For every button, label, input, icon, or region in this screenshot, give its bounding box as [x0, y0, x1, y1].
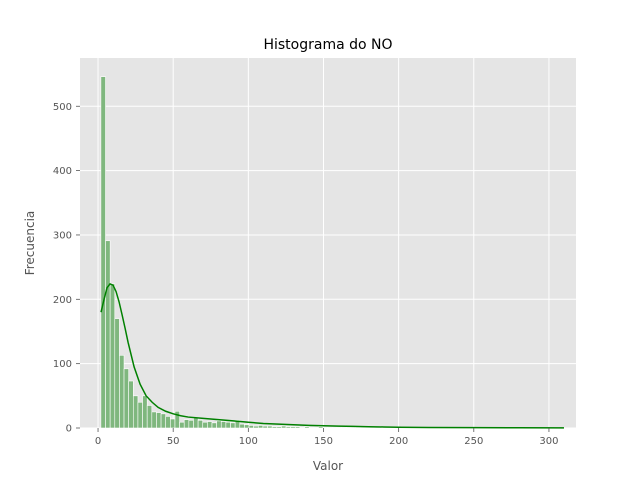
histogram-bar [100, 76, 106, 429]
histogram-bar [211, 422, 217, 429]
x-tick-label: 300 [539, 436, 558, 447]
histogram-bar [165, 416, 171, 429]
histogram-bar [336, 427, 342, 429]
histogram-bar [322, 427, 329, 429]
histogram-bar [207, 421, 213, 429]
histogram-bar [188, 419, 194, 429]
histogram-bar [151, 411, 157, 429]
histogram-bar [193, 417, 199, 429]
histogram-bar [281, 425, 287, 429]
histogram-bar [174, 410, 180, 429]
histogram-bar [230, 422, 236, 429]
axis-ticks: 0 50 100 150 200 250 300 0 100 200 300 400 500 [53, 102, 559, 447]
histogram-bar [119, 354, 125, 429]
histogram-bar [262, 425, 268, 429]
histogram-bar [350, 427, 356, 429]
histogram-bar [109, 283, 116, 429]
y-tick-label: 100 [53, 359, 72, 370]
y-tick-label: 200 [53, 295, 72, 306]
histogram-bar [308, 427, 315, 429]
grid-lines [80, 58, 576, 429]
histogram-bar [248, 425, 254, 429]
histogram-bar [244, 424, 250, 429]
histogram-bars [100, 76, 560, 429]
histogram-bar [132, 395, 139, 429]
y-tick-label: 500 [53, 102, 72, 113]
plot-background [80, 58, 576, 428]
histogram-bar [197, 419, 204, 429]
histogram-bar [313, 427, 319, 429]
x-tick-label: 250 [464, 436, 483, 447]
histogram-bar [257, 425, 264, 429]
histogram-bar [128, 380, 134, 429]
x-tick-label: 100 [239, 436, 258, 447]
histogram-bar [179, 421, 185, 429]
kde-line [100, 282, 564, 429]
y-tick-label: 400 [53, 166, 72, 177]
histogram-bar [295, 426, 301, 429]
histogram-bar [123, 368, 129, 429]
y-tick-label: 300 [53, 230, 72, 241]
histogram-bar [142, 395, 148, 429]
histogram-bar [359, 427, 366, 429]
histogram-bar [290, 426, 296, 429]
chart-title: Histograma do NO [263, 37, 392, 53]
histogram-bar [332, 427, 338, 429]
histogram-bar [156, 412, 162, 429]
histogram-bar [220, 421, 227, 429]
x-tick-label: 150 [314, 436, 333, 447]
histogram-bar [318, 426, 324, 429]
histogram-bar [105, 240, 111, 429]
histogram-bar [170, 418, 176, 429]
histogram-bar [114, 318, 120, 429]
histogram-bar [345, 427, 352, 429]
histogram-bar [276, 426, 282, 429]
histogram-bar [137, 401, 143, 429]
histogram-bar [341, 427, 347, 429]
y-tick-label: 0 [66, 424, 72, 435]
x-tick-label: 50 [167, 436, 180, 447]
histogram-bar [327, 427, 333, 429]
x-tick-label: 0 [95, 436, 101, 447]
histogram-bar [216, 420, 222, 429]
histogram-bar [271, 426, 278, 429]
x-axis-label: Valor [313, 459, 343, 473]
histogram-bar [304, 426, 310, 429]
histogram-bar [202, 421, 208, 429]
histogram-bar [267, 425, 273, 429]
histogram-bar [225, 421, 231, 429]
histogram-bar [160, 413, 167, 429]
histogram-bar [355, 427, 361, 429]
histogram-bar [146, 405, 153, 429]
histogram-bar [285, 426, 291, 429]
y-axis-label: Frecuencia [23, 211, 37, 276]
histogram-bar [183, 419, 190, 429]
histogram-bar [239, 423, 245, 429]
histogram-bar [299, 427, 305, 429]
x-tick-label: 200 [389, 436, 408, 447]
histogram-bar [253, 425, 259, 429]
